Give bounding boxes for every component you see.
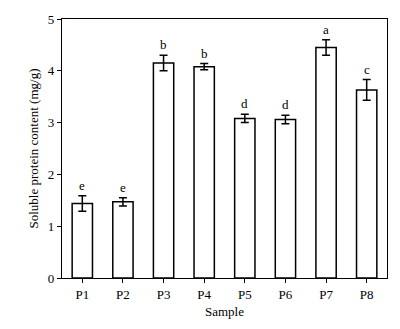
svg-text:1: 1 — [48, 219, 55, 234]
svg-text:e: e — [79, 178, 85, 193]
svg-text:P8: P8 — [360, 287, 374, 302]
svg-text:P2: P2 — [116, 287, 130, 302]
svg-text:2: 2 — [48, 167, 55, 182]
svg-text:3: 3 — [48, 115, 55, 130]
svg-text:P5: P5 — [238, 287, 252, 302]
svg-text:Soluble protein content (mg/g): Soluble protein content (mg/g) — [26, 69, 41, 229]
svg-text:4: 4 — [48, 63, 55, 78]
svg-text:P4: P4 — [197, 287, 211, 302]
svg-text:d: d — [282, 97, 289, 112]
svg-text:Sample: Sample — [205, 304, 244, 319]
svg-text:a: a — [323, 22, 329, 37]
svg-text:0: 0 — [48, 271, 55, 286]
svg-text:e: e — [120, 180, 126, 195]
svg-text:d: d — [241, 96, 248, 111]
svg-text:P3: P3 — [157, 287, 171, 302]
svg-text:P1: P1 — [75, 287, 89, 302]
svg-text:P6: P6 — [279, 287, 293, 302]
svg-text:b: b — [160, 37, 167, 52]
svg-text:P7: P7 — [319, 287, 333, 302]
svg-text:c: c — [364, 62, 370, 77]
svg-text:5: 5 — [48, 12, 55, 27]
svg-text:b: b — [201, 46, 208, 61]
